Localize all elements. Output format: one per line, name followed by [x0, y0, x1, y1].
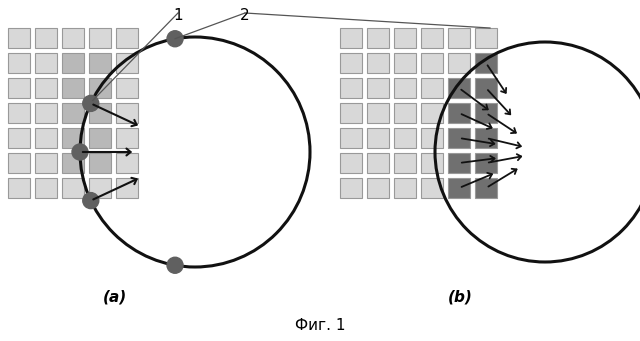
Bar — [475, 78, 497, 98]
Bar — [367, 178, 389, 198]
Circle shape — [83, 193, 99, 209]
Bar — [475, 178, 497, 198]
Bar — [421, 153, 443, 173]
Bar — [340, 28, 362, 48]
Bar — [8, 153, 30, 173]
Bar — [367, 28, 389, 48]
Bar — [448, 53, 470, 73]
Bar — [8, 103, 30, 123]
Bar — [35, 78, 57, 98]
Bar — [448, 153, 470, 173]
Bar — [340, 103, 362, 123]
Bar — [421, 178, 443, 198]
Bar — [8, 178, 30, 198]
Bar — [448, 103, 470, 123]
Bar — [8, 128, 30, 148]
Bar — [62, 128, 84, 148]
Bar — [448, 78, 470, 98]
Bar — [367, 78, 389, 98]
Bar — [89, 128, 111, 148]
Bar — [35, 178, 57, 198]
Text: Фиг. 1: Фиг. 1 — [295, 318, 345, 333]
Bar — [116, 128, 138, 148]
Text: (a): (a) — [103, 290, 127, 305]
Bar — [62, 53, 84, 73]
Bar — [448, 28, 470, 48]
Text: 2: 2 — [240, 8, 250, 23]
Bar — [421, 128, 443, 148]
Bar — [8, 53, 30, 73]
Bar — [394, 103, 416, 123]
Bar — [421, 78, 443, 98]
Bar — [62, 28, 84, 48]
Bar — [340, 178, 362, 198]
Bar — [89, 78, 111, 98]
Bar — [394, 178, 416, 198]
Bar — [35, 53, 57, 73]
Bar — [89, 103, 111, 123]
Bar — [421, 28, 443, 48]
Bar — [116, 28, 138, 48]
Bar — [475, 153, 497, 173]
Bar — [340, 53, 362, 73]
Bar — [62, 153, 84, 173]
Bar — [475, 28, 497, 48]
Bar — [116, 178, 138, 198]
Text: 1: 1 — [173, 8, 183, 23]
Bar — [35, 103, 57, 123]
Bar — [89, 53, 111, 73]
Bar — [394, 28, 416, 48]
Bar — [8, 28, 30, 48]
Bar — [475, 53, 497, 73]
Bar — [62, 78, 84, 98]
Circle shape — [83, 95, 99, 112]
Bar — [340, 128, 362, 148]
Bar — [116, 53, 138, 73]
Bar — [35, 28, 57, 48]
Bar — [394, 78, 416, 98]
Bar — [421, 103, 443, 123]
Bar — [35, 153, 57, 173]
Bar — [367, 103, 389, 123]
Bar — [475, 128, 497, 148]
Circle shape — [167, 31, 183, 47]
Bar — [8, 78, 30, 98]
Bar — [89, 28, 111, 48]
Bar — [116, 103, 138, 123]
Circle shape — [167, 257, 183, 273]
Bar — [448, 128, 470, 148]
Bar — [62, 103, 84, 123]
Bar — [340, 78, 362, 98]
Circle shape — [72, 144, 88, 160]
Bar — [421, 53, 443, 73]
Bar — [394, 53, 416, 73]
Bar — [394, 128, 416, 148]
Bar — [367, 153, 389, 173]
Bar — [367, 53, 389, 73]
Text: (b): (b) — [447, 290, 472, 305]
Bar — [367, 128, 389, 148]
Bar — [116, 153, 138, 173]
Bar — [475, 103, 497, 123]
Bar — [89, 153, 111, 173]
Bar — [448, 178, 470, 198]
Bar — [62, 178, 84, 198]
Bar — [89, 178, 111, 198]
Bar — [35, 128, 57, 148]
Bar — [394, 153, 416, 173]
Bar — [116, 78, 138, 98]
Bar — [340, 153, 362, 173]
